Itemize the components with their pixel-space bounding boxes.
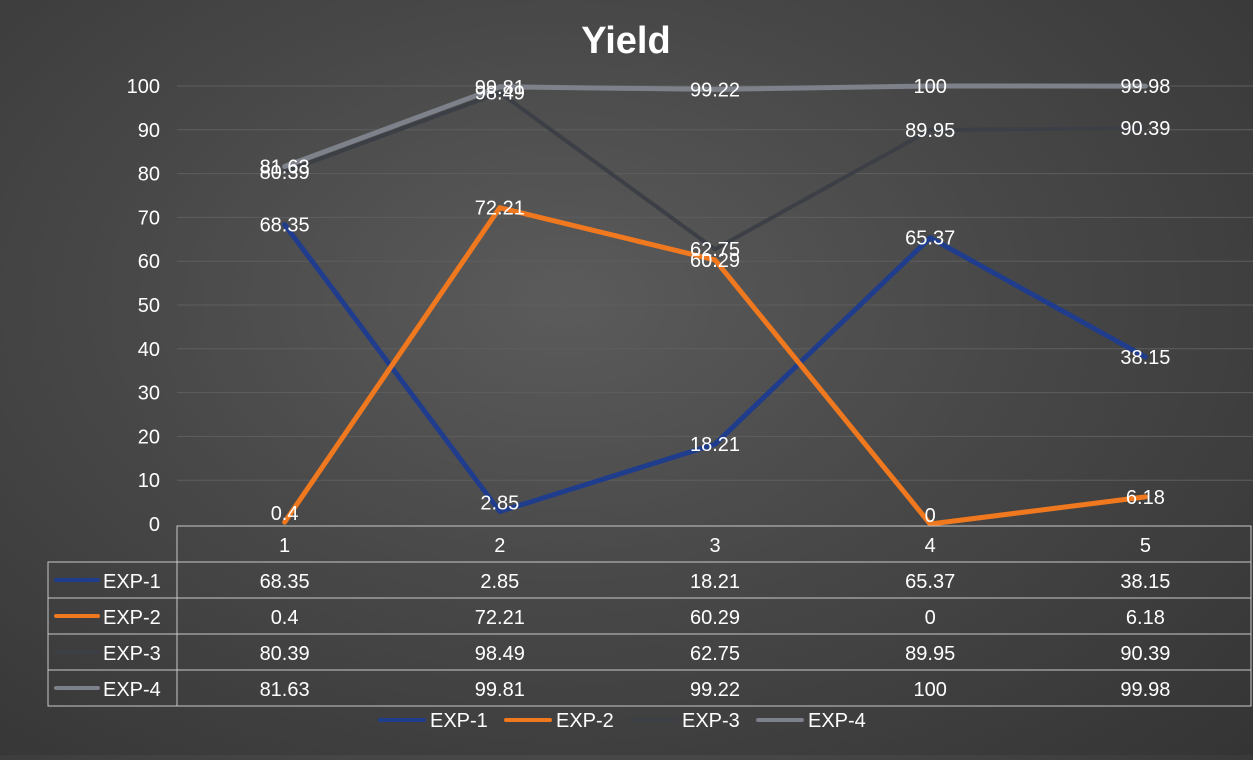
- table-row-exp-2: [47, 597, 1252, 635]
- data-label-exp-3-1: 80.39: [260, 162, 310, 184]
- table-cell-exp-4-1: 81.63: [260, 679, 310, 701]
- data-label-exp-1-4: 65.37: [905, 228, 955, 250]
- table-cell-exp-1-4: 65.37: [905, 571, 955, 593]
- table-series-name-exp-2: EXP-2: [103, 607, 161, 629]
- series-line-exp-3: [282, 90, 1148, 252]
- data-labels: 68.35 2.85 18.21 65.37 38.15 0.4 72.21 60.29 0 6.…: [260, 76, 1171, 527]
- table-cell-exp-3-3: 62.75: [690, 643, 740, 665]
- y-tick-label-70: 70: [138, 207, 160, 229]
- data-label-exp-3-4: 89.95: [905, 120, 955, 142]
- data-label-exp-4-1: 81.63: [260, 156, 310, 178]
- data-label-exp-1-2: 2.85: [480, 493, 519, 515]
- data-label-exp-2-4: 0: [925, 505, 936, 527]
- table-series-name-exp-3: EXP-3: [103, 643, 161, 665]
- series-line-exp-4: [282, 83, 1148, 169]
- y-tick-label-60: 60: [138, 251, 160, 273]
- table-cell-exp-1-3: 18.21: [690, 571, 740, 593]
- table-cell-exp-2-5: 6.18: [1126, 607, 1165, 629]
- legend-label-exp-4: EXP-4: [808, 710, 866, 732]
- table-cell-exp-4-4: 100: [914, 679, 947, 701]
- y-tick-label-80: 80: [138, 164, 160, 186]
- table-cell-exp-2-3: 60.29: [690, 607, 740, 629]
- data-label-exp-1-3: 18.21: [690, 434, 740, 456]
- table-cell-exp-1-1: 68.35: [260, 571, 310, 593]
- y-axis: 0 10 20 30 40 50 60 70 80 90 100: [127, 76, 160, 536]
- x-tick-label-3: 3: [709, 535, 720, 557]
- data-label-exp-1-1: 68.35: [260, 215, 310, 237]
- data-table: 1 2 3 4 5 EXP-1 68.35 2.85 18.21 65.37 38.15 EXP-2 0…: [47, 525, 1252, 707]
- table-cell-exp-3-1: 80.39: [260, 643, 310, 665]
- table-series-name-exp-1: EXP-1: [103, 571, 161, 593]
- table-row-exp-4: [47, 669, 1252, 707]
- data-label-exp-4-2: 99.81: [475, 77, 525, 99]
- table-cell-exp-2-1: 0.4: [271, 607, 299, 629]
- data-label-exp-2-3: 60.29: [690, 250, 740, 272]
- series-line-exp-2: [282, 205, 1148, 527]
- table-cell-exp-3-4: 89.95: [905, 643, 955, 665]
- y-tick-label-10: 10: [138, 470, 160, 492]
- table-cell-exp-1-5: 38.15: [1120, 571, 1170, 593]
- table-cell-exp-4-5: 99.98: [1120, 679, 1170, 701]
- x-tick-label-2: 2: [494, 535, 505, 557]
- y-tick-label-90: 90: [138, 120, 160, 142]
- legend-label-exp-1: EXP-1: [430, 710, 488, 732]
- series-line-exp-1: [282, 222, 1148, 514]
- data-label-exp-2-2: 72.21: [475, 198, 525, 220]
- table-row-exp-1: [47, 561, 1252, 599]
- table-cell-exp-4-3: 99.22: [690, 679, 740, 701]
- table-row-exp-3: [47, 633, 1252, 671]
- data-label-exp-2-5: 6.18: [1126, 487, 1165, 509]
- data-label-exp-4-4: 100: [914, 76, 947, 98]
- table-cell-exp-3-2: 98.49: [475, 643, 525, 665]
- table-cell-exp-2-4: 0: [925, 607, 936, 629]
- data-label-exp-3-5: 90.39: [1120, 118, 1170, 140]
- data-label-exp-1-5: 38.15: [1120, 347, 1170, 369]
- table-series-name-exp-4: EXP-4: [103, 679, 161, 701]
- data-label-exp-2-1: 0.4: [271, 503, 299, 525]
- y-tick-label-100: 100: [127, 76, 160, 98]
- chart-title: Yield: [581, 20, 670, 62]
- data-label-exp-3-3: 62.75: [690, 239, 740, 261]
- data-label-exp-3-2: 98.49: [475, 83, 525, 105]
- y-tick-label-50: 50: [138, 295, 160, 317]
- series-lines: [282, 83, 1148, 527]
- legend-label-exp-2: EXP-2: [556, 710, 614, 732]
- y-tick-label-0: 0: [149, 514, 160, 536]
- legend: EXP-1 EXP-2 EXP-3 EXP-4: [378, 710, 866, 732]
- y-tick-label-20: 20: [138, 426, 160, 448]
- x-tick-label-4: 4: [925, 535, 936, 557]
- data-label-exp-4-3: 99.22: [690, 79, 740, 101]
- legend-label-exp-3: EXP-3: [682, 710, 740, 732]
- table-cell-exp-3-5: 90.39: [1120, 643, 1170, 665]
- x-tick-label-5: 5: [1140, 535, 1151, 557]
- table-cell-exp-2-2: 72.21: [475, 607, 525, 629]
- table-cell-exp-4-2: 99.81: [475, 679, 525, 701]
- y-tick-label-30: 30: [138, 383, 160, 405]
- x-tick-label-1: 1: [279, 535, 290, 557]
- y-tick-label-40: 40: [138, 339, 160, 361]
- table-cell-exp-1-2: 2.85: [480, 571, 519, 593]
- data-label-exp-4-5: 99.98: [1120, 76, 1170, 98]
